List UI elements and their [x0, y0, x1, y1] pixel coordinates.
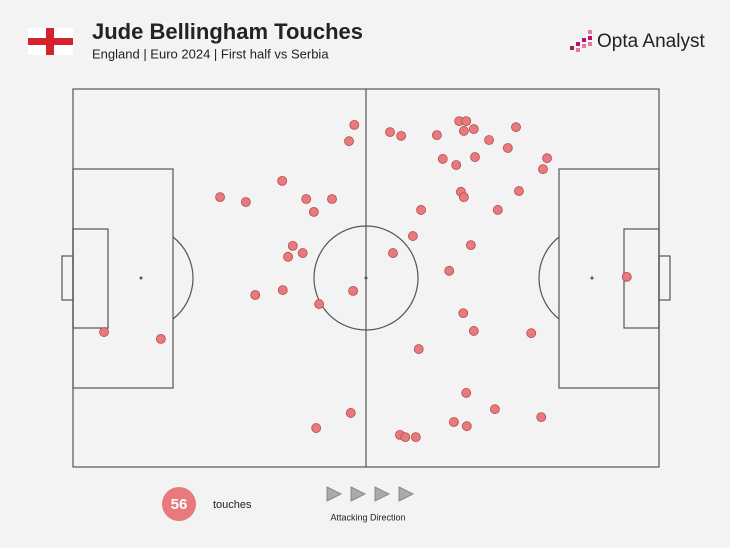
direction-arrows	[326, 486, 415, 502]
touch-point	[437, 154, 448, 164]
touch-point	[301, 194, 312, 204]
count-badge	[162, 487, 196, 521]
touch-point	[492, 205, 503, 215]
touch-point	[385, 127, 395, 137]
touches-count: 56	[171, 496, 188, 513]
touch-point	[311, 423, 322, 433]
touch-point	[348, 285, 359, 296]
touch-point	[621, 271, 632, 282]
pitch	[61, 88, 671, 468]
touch-point	[287, 240, 298, 251]
touch-point	[511, 122, 521, 133]
touch-point	[388, 248, 398, 258]
touch-point	[215, 192, 225, 203]
touch-point	[349, 120, 360, 130]
touch-point	[327, 194, 337, 204]
touch-point	[99, 327, 109, 337]
touches-label: touches	[213, 499, 252, 511]
touch-point	[345, 408, 356, 418]
flag-cross	[28, 38, 73, 45]
brand: Opta Analyst	[597, 31, 705, 52]
touch-point	[470, 152, 480, 162]
touch-point	[458, 192, 469, 203]
chart-title: Jude Bellingham Touches	[92, 19, 363, 44]
chart-subtitle: England | Euro 2024 | First half vs Serb…	[92, 46, 329, 61]
brand-logo	[570, 30, 592, 52]
touch-point	[250, 290, 261, 300]
touch-point	[396, 130, 407, 141]
touch-point	[536, 412, 547, 423]
touch-point	[308, 206, 319, 217]
touch-point	[458, 126, 469, 136]
touch-point	[283, 251, 293, 262]
touch-point	[410, 432, 421, 443]
touch-point	[344, 136, 354, 147]
touch-point	[413, 344, 424, 354]
touch-point	[407, 231, 418, 241]
touch-point	[400, 432, 411, 443]
touch-point	[451, 160, 462, 170]
touch-point	[514, 186, 524, 196]
touch-point	[240, 197, 251, 207]
direction-label: Attacking Direction	[330, 512, 405, 522]
touch-point	[465, 240, 476, 251]
touch-point	[542, 153, 552, 164]
touch-point	[314, 299, 325, 309]
touch-point	[461, 421, 472, 432]
touch-point	[448, 417, 459, 427]
flag	[28, 28, 73, 55]
touch-point	[461, 116, 472, 127]
touch-point	[468, 326, 479, 336]
touch-point	[416, 205, 426, 215]
touch-point	[461, 388, 472, 398]
touch-point	[468, 124, 479, 134]
touch-point	[490, 404, 500, 415]
touch-point	[155, 333, 166, 344]
touch-point	[538, 164, 548, 175]
touch-point	[277, 175, 288, 186]
touch-point	[277, 285, 288, 295]
touch-point	[297, 248, 308, 258]
touch-point	[484, 135, 494, 145]
touch-point	[444, 265, 455, 276]
touch-point	[526, 328, 537, 339]
touch-point	[458, 308, 469, 319]
touch-point	[432, 130, 442, 141]
touch-point	[502, 143, 513, 153]
